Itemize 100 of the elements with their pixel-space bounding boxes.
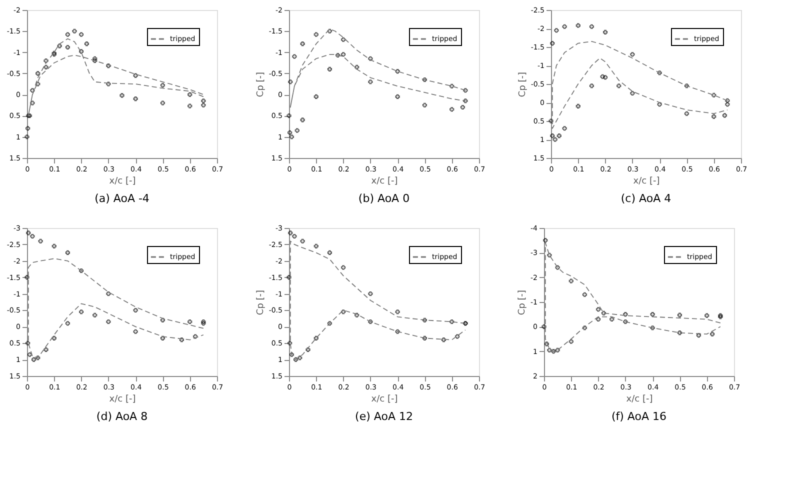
- text: (b) AoA 0: [358, 192, 410, 205]
- point: [450, 107, 454, 112]
- point: [288, 80, 293, 84]
- point: [630, 90, 635, 96]
- point: [327, 66, 332, 72]
- point: [603, 30, 608, 34]
- point: [422, 78, 427, 82]
- point: [463, 88, 468, 93]
- text: (a) AoA -4: [94, 192, 150, 205]
- point: [327, 321, 332, 326]
- point: [327, 28, 332, 34]
- point: [32, 357, 36, 362]
- point: [201, 319, 206, 324]
- point: [38, 238, 43, 244]
- point: [582, 292, 587, 297]
- point: [368, 80, 373, 84]
- point: [65, 32, 70, 37]
- point: [552, 137, 558, 142]
- point: [179, 338, 184, 342]
- point: [44, 58, 48, 64]
- point: [596, 307, 601, 312]
- point: [341, 310, 346, 314]
- y-axis-title: Cp [-]: [256, 72, 266, 98]
- point: [395, 69, 400, 74]
- point: [603, 75, 608, 80]
- point: [616, 84, 622, 88]
- point: [341, 37, 346, 42]
- point: [26, 230, 31, 236]
- point: [306, 347, 310, 352]
- point: [294, 357, 298, 362]
- point: [92, 58, 98, 64]
- point: [463, 98, 468, 104]
- point: [650, 312, 655, 317]
- point: [314, 32, 318, 37]
- point: [106, 82, 111, 86]
- point: [92, 56, 98, 61]
- point: [600, 74, 605, 79]
- point: [336, 52, 340, 58]
- point: [79, 49, 84, 54]
- point: [548, 118, 554, 124]
- point: [188, 319, 192, 324]
- point: [354, 64, 360, 70]
- point: [542, 324, 546, 329]
- point: [26, 126, 30, 131]
- point: [26, 340, 30, 346]
- point: [596, 316, 601, 322]
- point: [395, 94, 400, 99]
- point: [623, 312, 628, 317]
- point: [24, 275, 30, 280]
- point: [289, 134, 294, 140]
- point: [79, 268, 84, 274]
- point: [395, 310, 400, 314]
- point: [201, 102, 206, 108]
- point: [65, 321, 70, 326]
- point: [300, 238, 305, 244]
- point: [684, 84, 689, 88]
- point: [286, 275, 292, 280]
- point: [188, 92, 192, 97]
- point: [450, 84, 454, 88]
- point: [543, 238, 548, 243]
- point: [106, 292, 111, 296]
- point: [576, 23, 580, 28]
- point: [368, 319, 373, 324]
- point: [201, 321, 206, 326]
- point: [292, 54, 297, 59]
- point: [684, 111, 689, 116]
- x-axis-title: x/c [-]: [371, 176, 398, 186]
- point: [106, 64, 111, 68]
- point: [188, 104, 192, 108]
- point: [450, 319, 454, 324]
- point: [289, 352, 294, 357]
- x-axis-title: x/c [-]: [109, 176, 136, 186]
- point: [160, 318, 165, 322]
- point: [601, 310, 606, 316]
- point: [556, 134, 562, 138]
- point: [422, 336, 427, 340]
- point: [710, 332, 715, 336]
- point: [677, 312, 682, 318]
- point: [554, 28, 559, 33]
- point: [133, 73, 138, 78]
- point: [133, 96, 138, 102]
- point: [36, 82, 40, 86]
- point: [630, 52, 635, 57]
- point: [65, 44, 70, 50]
- point: [582, 326, 587, 330]
- point: [52, 244, 56, 248]
- point: [314, 94, 318, 99]
- point: [44, 347, 48, 352]
- point: [704, 313, 710, 318]
- point: [568, 339, 574, 344]
- point: [547, 348, 552, 352]
- point: [160, 336, 165, 340]
- point: [120, 93, 124, 98]
- point: [298, 356, 302, 360]
- point: [455, 334, 460, 339]
- point: [36, 356, 40, 360]
- point: [422, 318, 427, 322]
- point: [650, 326, 655, 330]
- point: [725, 98, 730, 103]
- point: [696, 333, 701, 338]
